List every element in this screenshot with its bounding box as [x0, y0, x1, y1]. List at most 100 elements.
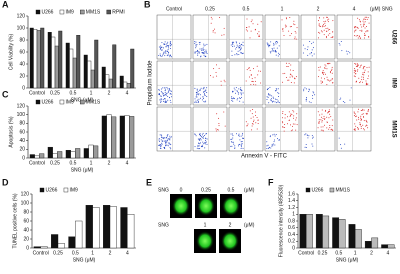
x-axis-label: Annexin V - FITC: [241, 154, 288, 160]
event-dot: [314, 94, 316, 96]
event-dot: [232, 45, 234, 47]
bar: [75, 220, 83, 249]
event-dot: [360, 24, 362, 26]
event-dot: [161, 142, 163, 144]
event-dot: [213, 68, 215, 70]
event-dot: [232, 135, 234, 137]
event-dot: [235, 48, 237, 50]
event-dot: [196, 89, 198, 91]
event-dot: [170, 148, 172, 150]
event-dot: [357, 128, 359, 130]
event-dot: [349, 52, 351, 54]
event-dot: [163, 140, 165, 142]
event-dot: [360, 109, 362, 111]
event-dot: [238, 135, 240, 137]
event-dot: [278, 102, 280, 104]
event-dot: [367, 110, 369, 112]
event-dot: [354, 128, 356, 130]
event-dot: [345, 50, 347, 52]
event-dot: [359, 35, 361, 37]
bar: [29, 154, 35, 159]
event-dot: [168, 142, 170, 144]
column-label: 2: [317, 6, 320, 12]
event-dot: [260, 82, 262, 84]
event-dot: [200, 139, 202, 141]
event-dot: [306, 98, 308, 100]
event-dot: [289, 76, 291, 78]
event-dot: [200, 87, 202, 89]
event-dot: [252, 81, 254, 83]
event-dot: [159, 147, 161, 149]
event-dot: [199, 41, 201, 43]
event-dot: [170, 101, 172, 103]
event-dot: [223, 27, 225, 29]
event-dot: [357, 17, 359, 19]
event-dot: [160, 55, 162, 57]
event-dot: [356, 63, 358, 65]
event-dot: [318, 31, 320, 33]
event-dot: [201, 48, 203, 50]
event-dot: [166, 42, 168, 44]
y-tick-label: 0: [292, 245, 295, 251]
event-dot: [331, 72, 333, 74]
bar: [76, 35, 81, 89]
bar: [34, 155, 40, 159]
x-tick-label: 2: [109, 250, 112, 256]
event-dot: [164, 55, 166, 57]
event-dot: [363, 78, 365, 80]
event-dot: [360, 64, 362, 66]
event-dot: [158, 89, 160, 91]
y-tick-label: 120: [17, 13, 26, 19]
event-dot: [252, 109, 254, 111]
event-dot: [290, 64, 292, 66]
event-dot: [194, 133, 196, 135]
event-dot: [238, 133, 240, 135]
event-dot: [170, 96, 172, 98]
event-dot: [327, 34, 329, 36]
event-dot: [296, 27, 298, 29]
event-dot: [236, 90, 238, 92]
event-dot: [305, 88, 307, 90]
event-dot: [363, 24, 365, 26]
event-dot: [355, 69, 357, 71]
event-dot: [160, 49, 162, 51]
event-dot: [365, 82, 367, 84]
event-dot: [231, 138, 233, 140]
event-dot: [282, 122, 284, 124]
event-dot: [254, 29, 256, 31]
event-dot: [160, 100, 162, 102]
y-tick-label: 20: [19, 73, 25, 79]
event-dot: [249, 110, 251, 112]
bar: [83, 148, 89, 159]
event-dot: [170, 45, 172, 47]
event-dot: [340, 144, 342, 146]
event-dot: [160, 145, 162, 147]
event-dot: [204, 91, 206, 93]
event-dot: [323, 34, 325, 36]
event-dot: [321, 31, 323, 33]
event-dot: [196, 93, 198, 95]
event-dot: [322, 129, 324, 131]
event-dot: [196, 92, 198, 94]
event-dot: [272, 101, 274, 103]
event-dot: [161, 91, 163, 93]
event-dot: [195, 100, 197, 102]
event-dot: [346, 53, 348, 55]
event-dot: [320, 30, 322, 32]
event-dot: [284, 126, 286, 128]
event-dot: [272, 143, 274, 145]
event-dot: [199, 148, 201, 150]
legend-swatch: [39, 187, 45, 193]
bar: [75, 148, 81, 159]
legend-label: IM9: [65, 9, 74, 15]
event-dot: [204, 94, 206, 96]
event-dot: [165, 101, 167, 103]
row-label: SNG: [158, 187, 169, 193]
event-dot: [359, 67, 361, 69]
bar: [69, 48, 74, 89]
event-dot: [276, 41, 278, 43]
event-dot: [194, 42, 196, 44]
event-dot: [355, 80, 357, 82]
event-dot: [168, 143, 170, 145]
event-dot: [158, 138, 160, 140]
